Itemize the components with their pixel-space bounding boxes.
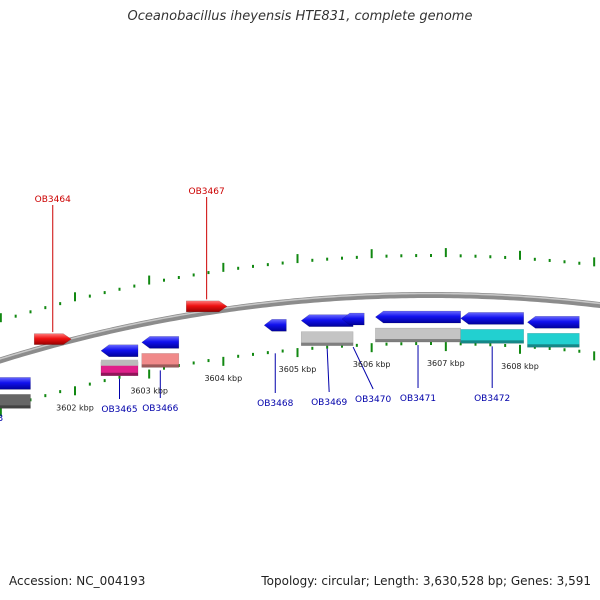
tick-label: 3607 kbp [427,359,465,368]
unlabeled-gene-arrow[interactable] [527,316,580,329]
genome-title: Oceanobacillus iheyensis HTE831, complet… [127,9,473,24]
gene-track [0,300,580,390]
gene-label[interactable]: OB3468 [257,399,293,409]
annotation-shadow [527,344,580,348]
ob3469-annotation-block [300,331,354,346]
leader-line [352,346,374,390]
ob3467-gene-arrow[interactable] [186,300,228,313]
tick-labels: 3602 kbp 3603 kbp 3604 kbp 3605 kbp 3606 kbp… [56,359,539,412]
ob3466-annotation-block [141,353,180,368]
gene-label[interactable]: OB3469 [311,398,347,408]
annotation-shadow [301,342,354,346]
ob3464-gene-arrow[interactable] [33,333,72,345]
ob3463-gene-arrow[interactable] [0,377,31,390]
ob3468-gene-arrow[interactable] [263,319,287,332]
ob3465-gene-arrow[interactable] [100,344,139,358]
gene-label[interactable]: OB3472 [474,394,510,404]
gene-label[interactable]: OB3464 [35,195,71,205]
tick-label: 3605 kbp [279,365,317,374]
leader-line [326,348,330,393]
accession-text: Accession: NC_004193 [9,574,146,588]
ob3470-gene-arrow[interactable] [341,312,365,326]
ob3469-gene-arrow[interactable] [300,314,354,327]
ob3472-annotation-block [460,329,524,344]
gene-label[interactable]: OB3470 [355,395,391,405]
tick-label: 3603 kbp [130,387,168,396]
ob3471-gene-arrow[interactable] [374,310,461,324]
tick-label: 3604 kbp [204,374,242,383]
annotation-stripe [100,359,139,366]
gene-label[interactable]: OB3463 [0,414,3,424]
annotation-shadow [460,340,524,344]
tick-label: 3606 kbp [353,360,391,369]
annotation-shadow [100,372,139,376]
tick-label: 3602 kbp [56,403,94,412]
gene-label[interactable]: OB3467 [189,187,225,197]
genome-backbone [0,291,600,364]
ob3463-annotation-block [0,394,31,409]
genome-backbone-highlight [0,292,600,360]
gene-label[interactable]: OB3466 [142,404,178,414]
ob3466-gene-arrow[interactable] [141,336,180,349]
tick-label: 3608 kbp [501,362,539,371]
annotation-shadow [0,405,31,409]
ob3472-gene-arrow[interactable] [460,312,524,325]
outer-ruler-ticks [0,248,596,323]
gene-label[interactable]: OB3471 [400,394,436,404]
label-leader-lines [52,197,493,399]
annotation-track [0,327,580,409]
gene-labels: OB3463 OB3464 OB3465 OB3466 OB3467 OB3468 OB34… [0,187,510,424]
unlabeled-annotation-block [527,333,580,348]
gene-label[interactable]: OB3465 [101,405,137,415]
genome-summary-text: Topology: circular; Length: 3,630,528 bp… [261,574,591,588]
annotation-shadow [141,364,179,368]
annotation-shadow [375,339,461,343]
